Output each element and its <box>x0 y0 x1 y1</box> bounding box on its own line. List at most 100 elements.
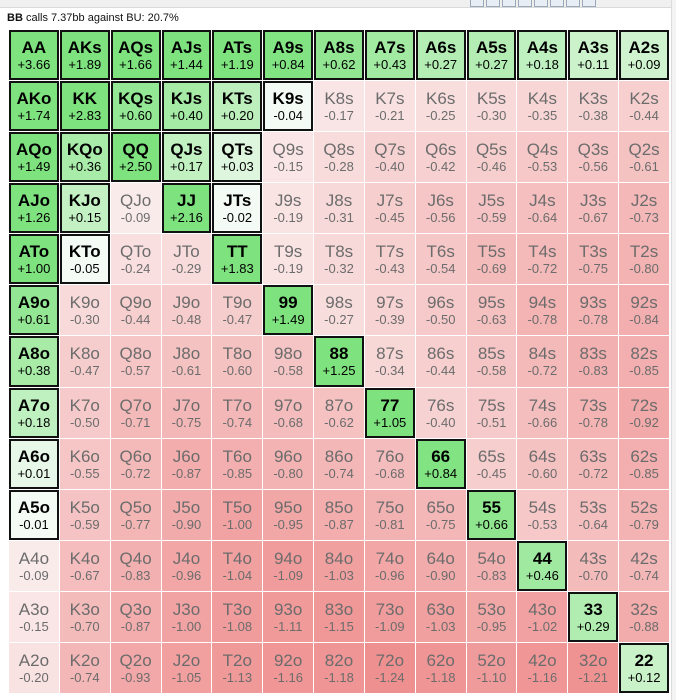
toolbar-button[interactable] <box>566 0 580 7</box>
hand-cell[interactable]: K8s -0.17 <box>314 81 364 132</box>
hand-cell[interactable]: T2s -0.80 <box>619 234 669 285</box>
hand-cell[interactable]: K9s -0.04 <box>263 81 314 132</box>
hand-cell[interactable]: J9o -0.48 <box>161 285 212 336</box>
hand-cell[interactable]: Q7o -0.71 <box>110 387 161 438</box>
hand-cell[interactable]: 73s -0.78 <box>568 387 619 438</box>
hand-cell[interactable]: KK +2.83 <box>59 81 110 132</box>
hand-cell[interactable]: TT +1.83 <box>212 234 263 285</box>
toolbar-button[interactable] <box>486 0 500 7</box>
hand-cell[interactable]: 42o -1.16 <box>517 642 568 693</box>
hand-cell[interactable]: K7s -0.21 <box>364 81 415 132</box>
hand-cell[interactable]: JJ +2.16 <box>161 183 212 234</box>
hand-cell[interactable]: J5s -0.59 <box>466 183 517 234</box>
hand-cell[interactable]: J4o -0.96 <box>161 540 212 591</box>
hand-cell[interactable]: A8o +0.38 <box>9 336 59 387</box>
hand-cell[interactable]: J3o -1.00 <box>161 591 212 642</box>
hand-cell[interactable]: Q4s -0.53 <box>517 132 568 183</box>
hand-cell[interactable]: AJo +1.26 <box>9 183 59 234</box>
hand-cell[interactable]: AA +3.66 <box>9 30 59 81</box>
hand-cell[interactable]: A7o +0.18 <box>9 387 59 438</box>
hand-cell[interactable]: T5o -1.00 <box>212 489 263 540</box>
hand-cell[interactable]: K8o -0.47 <box>59 336 110 387</box>
hand-cell[interactable]: T9s -0.19 <box>263 234 314 285</box>
hand-cell[interactable]: Q8o -0.57 <box>110 336 161 387</box>
hand-cell[interactable]: 84s -0.72 <box>517 336 568 387</box>
hand-cell[interactable]: 43s -0.70 <box>568 540 619 591</box>
hand-cell[interactable]: 43o -1.02 <box>517 591 568 642</box>
hand-cell[interactable]: T8o -0.60 <box>212 336 263 387</box>
hand-cell[interactable]: A3s +0.11 <box>568 30 619 81</box>
toolbar-button[interactable] <box>534 0 548 7</box>
hand-cell[interactable]: 54o -0.83 <box>466 540 517 591</box>
hand-cell[interactable]: ATo +1.00 <box>9 234 59 285</box>
hand-cell[interactable]: 98o -0.58 <box>263 336 314 387</box>
hand-cell[interactable]: A4s +0.18 <box>517 30 568 81</box>
hand-cell[interactable]: 82o -1.18 <box>314 642 364 693</box>
toolbar-button[interactable] <box>518 0 532 7</box>
hand-cell[interactable]: 84o -1.03 <box>314 540 364 591</box>
toolbar-button[interactable] <box>582 0 596 7</box>
hand-cell[interactable]: Q6s -0.42 <box>415 132 466 183</box>
hand-cell[interactable]: A9s +0.84 <box>263 30 314 81</box>
hand-cell[interactable]: K6s -0.25 <box>415 81 466 132</box>
hand-cell[interactable]: T2o -1.13 <box>212 642 263 693</box>
hand-cell[interactable]: J2s -0.73 <box>619 183 669 234</box>
hand-cell[interactable]: A7s +0.43 <box>364 30 415 81</box>
hand-cell[interactable]: Q9o -0.44 <box>110 285 161 336</box>
hand-cell[interactable]: 98s -0.27 <box>314 285 364 336</box>
hand-cell[interactable]: 96o -0.80 <box>263 438 314 489</box>
hand-cell[interactable]: K7o -0.50 <box>59 387 110 438</box>
hand-cell[interactable]: 66 +0.84 <box>415 438 466 489</box>
hand-cell[interactable]: 96s -0.50 <box>415 285 466 336</box>
hand-cell[interactable]: QJs +0.17 <box>161 132 212 183</box>
hand-cell[interactable]: 53s -0.64 <box>568 489 619 540</box>
hand-cell[interactable]: J3s -0.67 <box>568 183 619 234</box>
hand-cell[interactable]: 93o -1.11 <box>263 591 314 642</box>
hand-cell[interactable]: Q4o -0.83 <box>110 540 161 591</box>
hand-cell[interactable]: 82s -0.85 <box>619 336 669 387</box>
hand-cell[interactable]: KJo +0.15 <box>59 183 110 234</box>
hand-cell[interactable]: K5s -0.30 <box>466 81 517 132</box>
hand-cell[interactable]: Q8s -0.28 <box>314 132 364 183</box>
hand-cell[interactable]: J7o -0.75 <box>161 387 212 438</box>
hand-cell[interactable]: K2o -0.74 <box>59 642 110 693</box>
hand-cell[interactable]: 75o -0.81 <box>364 489 415 540</box>
hand-cell[interactable]: 83o -1.15 <box>314 591 364 642</box>
hand-cell[interactable]: 95o -0.95 <box>263 489 314 540</box>
hand-cell[interactable]: 65o -0.75 <box>415 489 466 540</box>
hand-cell[interactable]: KQs +0.60 <box>110 81 161 132</box>
hand-cell[interactable]: 54s -0.53 <box>517 489 568 540</box>
hand-cell[interactable]: T7s -0.43 <box>364 234 415 285</box>
hand-cell[interactable]: 75s -0.51 <box>466 387 517 438</box>
hand-cell[interactable]: QTs +0.03 <box>212 132 263 183</box>
hand-cell[interactable]: AKo +1.74 <box>9 81 59 132</box>
hand-cell[interactable]: 92s -0.84 <box>619 285 669 336</box>
hand-cell[interactable]: T6o -0.85 <box>212 438 263 489</box>
hand-cell[interactable]: T3s -0.75 <box>568 234 619 285</box>
hand-cell[interactable]: AJs +1.44 <box>161 30 212 81</box>
hand-cell[interactable]: 76s -0.40 <box>415 387 466 438</box>
hand-cell[interactable]: 32o -1.21 <box>568 642 619 693</box>
toolbar-button[interactable] <box>470 0 484 7</box>
hand-cell[interactable]: 97o -0.68 <box>263 387 314 438</box>
hand-cell[interactable]: A2s +0.09 <box>619 30 669 81</box>
hand-cell[interactable]: 94s -0.78 <box>517 285 568 336</box>
hand-cell[interactable]: 97s -0.39 <box>364 285 415 336</box>
hand-cell[interactable]: 74s -0.66 <box>517 387 568 438</box>
hand-cell[interactable]: 83s -0.83 <box>568 336 619 387</box>
hand-cell[interactable]: 52s -0.79 <box>619 489 669 540</box>
hand-cell[interactable]: ATs +1.19 <box>212 30 263 81</box>
hand-cell[interactable]: 53o -0.95 <box>466 591 517 642</box>
hand-cell[interactable]: J8s -0.31 <box>314 183 364 234</box>
hand-cell[interactable]: Q2o -0.93 <box>110 642 161 693</box>
hand-cell[interactable]: Q2s -0.61 <box>619 132 669 183</box>
hand-cell[interactable]: J8o -0.61 <box>161 336 212 387</box>
hand-cell[interactable]: 88 +1.25 <box>314 336 364 387</box>
hand-cell[interactable]: KTs +0.20 <box>212 81 263 132</box>
hand-cell[interactable]: A5o -0.01 <box>9 489 59 540</box>
hand-cell[interactable]: KTo -0.05 <box>59 234 110 285</box>
hand-cell[interactable]: K9o -0.30 <box>59 285 110 336</box>
hand-cell[interactable]: 42s -0.74 <box>619 540 669 591</box>
hand-cell[interactable]: T7o -0.74 <box>212 387 263 438</box>
hand-cell[interactable]: K4o -0.67 <box>59 540 110 591</box>
